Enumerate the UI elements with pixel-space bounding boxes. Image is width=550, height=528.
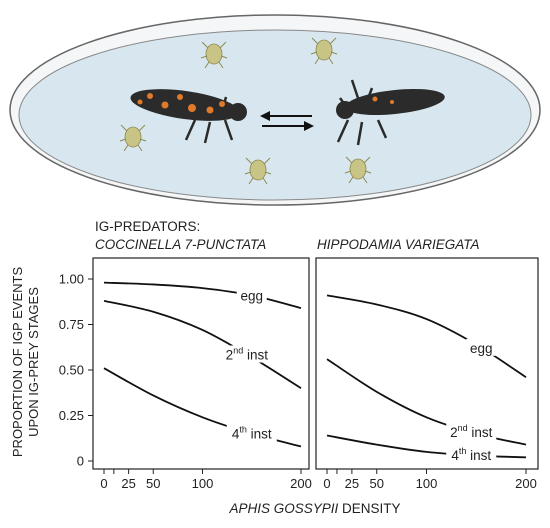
y-axis-label-line1: PROPORTION OF IGP EVENTS [10, 267, 25, 458]
right-panel-title: HIPPODAMIA VARIEGATA [317, 237, 480, 252]
series-label-bg [226, 424, 277, 442]
y-tick-label: 1.00 [59, 272, 84, 287]
series-label: 4th inst [451, 446, 491, 463]
x-tick-label: 25 [121, 476, 135, 491]
x-axis-label-italic: APHIS GOSSYPII [228, 501, 338, 516]
series-label-bg [221, 345, 272, 363]
x-tick-label: 200 [515, 476, 537, 491]
panel-hippodamia: 0 25 50 100 200 egg 2nd inst 4th inst [315, 257, 539, 491]
series-label: 2nd inst [226, 346, 269, 363]
interaction-arrows-icon [260, 111, 314, 131]
x-tick-label: 100 [192, 476, 214, 491]
series-label-bg [446, 446, 497, 464]
series-line [103, 281, 302, 309]
series-label: egg [240, 288, 263, 303]
y-tick-label: 0.50 [59, 363, 84, 378]
series-label-bg [236, 286, 267, 304]
aphid-icon [310, 37, 338, 65]
x-axis-label: APHIS GOSSYPII DENSITY [228, 501, 400, 516]
y-axis-label-line2: UPON IG-PREY STAGES [26, 287, 41, 437]
x-tick-label: 0 [323, 476, 330, 491]
aphid-icon [244, 157, 272, 185]
left-panel-title: COCCINELLA 7-PUNCTATA [95, 237, 266, 252]
x-tick-label: 50 [146, 476, 160, 491]
series-label-bg [466, 338, 497, 356]
y-tick-label: 0.75 [59, 317, 84, 332]
series-line [326, 294, 527, 379]
x-tick-label: 25 [345, 476, 359, 491]
coccinella-larva-icon [130, 89, 247, 144]
x-axis-label-rest: DENSITY [338, 501, 400, 516]
panel-coccinella: 0 25 50 100 200 0 0.25 0.50 0.75 1.00 egg 2nd inst 4… [59, 257, 312, 491]
header-line: IG-PREDATORS: [95, 219, 200, 234]
y-tick-label: 0 [77, 454, 84, 469]
aphid-icon [200, 41, 228, 69]
series-label: 4th inst [232, 425, 272, 442]
hippodamia-larva-icon [336, 79, 445, 146]
y-axis-label: PROPORTION OF IGP EVENTS UPON IG-PREY ST… [10, 267, 41, 458]
series-label-bg [446, 423, 497, 441]
series-label: egg [470, 341, 493, 356]
aphid-icon [119, 124, 147, 152]
x-tick-label: 100 [416, 476, 438, 491]
series-line [103, 299, 302, 389]
x-tick-label: 200 [290, 476, 312, 491]
petri-dish-illustration [9, 14, 541, 206]
series-label: 2nd inst [450, 423, 493, 440]
plot-frame [92, 257, 310, 470]
aphid-icon [344, 156, 372, 184]
y-tick-label: 0.25 [59, 408, 84, 423]
x-tick-label: 0 [100, 476, 107, 491]
x-tick-label: 50 [370, 476, 384, 491]
